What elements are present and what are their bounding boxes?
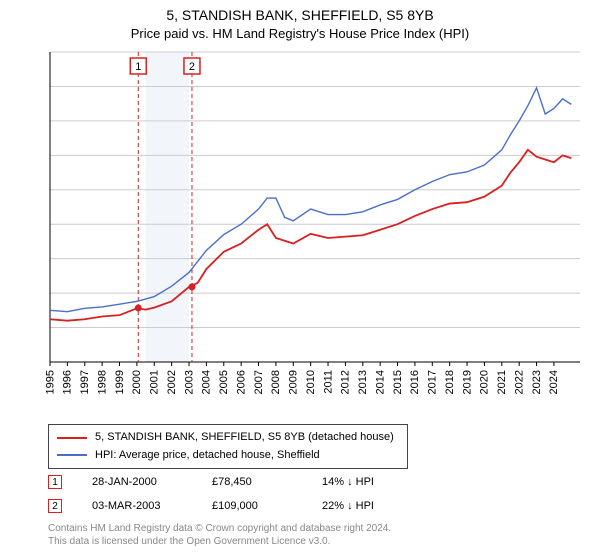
svg-text:2000: 2000 [131, 370, 143, 394]
svg-text:2010: 2010 [305, 370, 317, 394]
svg-text:2016: 2016 [409, 370, 421, 394]
svg-text:2023: 2023 [531, 370, 543, 394]
legend-box: 5, STANDISH BANK, SHEFFIELD, S5 8YB (det… [48, 424, 408, 469]
svg-text:2017: 2017 [427, 370, 439, 394]
svg-text:2006: 2006 [235, 370, 247, 394]
svg-text:2004: 2004 [201, 370, 213, 394]
svg-text:2020: 2020 [479, 370, 491, 394]
svg-text:2015: 2015 [392, 370, 404, 394]
svg-text:2022: 2022 [513, 370, 525, 394]
svg-text:2021: 2021 [496, 370, 508, 394]
legend-label: 5, STANDISH BANK, SHEFFIELD, S5 8YB (det… [95, 429, 394, 447]
chart-svg: £0£50K£100K£150K£200K£250K£300K£350K£400… [46, 50, 584, 420]
svg-text:2001: 2001 [149, 370, 161, 394]
chart-container: 5, STANDISH BANK, SHEFFIELD, S5 8YB Pric… [0, 0, 600, 560]
svg-text:1995: 1995 [46, 370, 56, 394]
svg-text:2011: 2011 [322, 370, 334, 394]
footer-line1: Contains HM Land Registry data © Crown c… [48, 522, 391, 535]
legend-row: HPI: Average price, detached house, Shef… [57, 447, 399, 465]
svg-text:2002: 2002 [166, 370, 178, 394]
svg-text:2003: 2003 [183, 370, 195, 394]
svg-text:2018: 2018 [444, 370, 456, 394]
svg-text:1996: 1996 [62, 370, 74, 394]
svg-text:2008: 2008 [270, 370, 282, 394]
chart-area: £0£50K£100K£150K£200K£250K£300K£350K£400… [46, 50, 584, 380]
sale-price: £78,450 [212, 476, 292, 488]
legend-label: HPI: Average price, detached house, Shef… [95, 447, 320, 465]
legend-swatch [57, 454, 87, 456]
svg-text:2013: 2013 [357, 370, 369, 394]
svg-text:2: 2 [189, 61, 195, 73]
legend-swatch [57, 437, 87, 439]
svg-text:2019: 2019 [461, 370, 473, 394]
footer-line2: This data is licensed under the Open Gov… [48, 535, 391, 548]
svg-text:2024: 2024 [548, 370, 560, 394]
svg-text:2014: 2014 [374, 370, 386, 394]
sale-date: 03-MAR-2003 [92, 500, 182, 512]
chart-subtitle: Price paid vs. HM Land Registry's House … [0, 24, 600, 41]
sale-marker-box: 2 [48, 499, 62, 513]
svg-text:2012: 2012 [340, 370, 352, 394]
svg-text:1: 1 [135, 61, 141, 73]
sales-table: 1 28-JAN-2000 £78,450 14% ↓ HPI 2 03-MAR-2003… [48, 470, 412, 518]
legend-row: 5, STANDISH BANK, SHEFFIELD, S5 8YB (det… [57, 429, 399, 447]
svg-text:2005: 2005 [218, 370, 230, 394]
svg-text:1999: 1999 [114, 370, 126, 394]
svg-text:1997: 1997 [79, 370, 91, 394]
svg-text:2007: 2007 [253, 370, 265, 394]
svg-text:1998: 1998 [96, 370, 108, 394]
chart-title: 5, STANDISH BANK, SHEFFIELD, S5 8YB [0, 0, 600, 24]
footer-attribution: Contains HM Land Registry data © Crown c… [48, 522, 391, 548]
sale-date: 28-JAN-2000 [92, 476, 182, 488]
sale-diff: 14% ↓ HPI [322, 476, 412, 488]
sale-marker-box: 1 [48, 475, 62, 489]
svg-text:2009: 2009 [288, 370, 300, 394]
sale-row: 1 28-JAN-2000 £78,450 14% ↓ HPI [48, 470, 412, 494]
sale-price: £109,000 [212, 500, 292, 512]
sale-row: 2 03-MAR-2003 £109,000 22% ↓ HPI [48, 494, 412, 518]
sale-diff: 22% ↓ HPI [322, 500, 412, 512]
